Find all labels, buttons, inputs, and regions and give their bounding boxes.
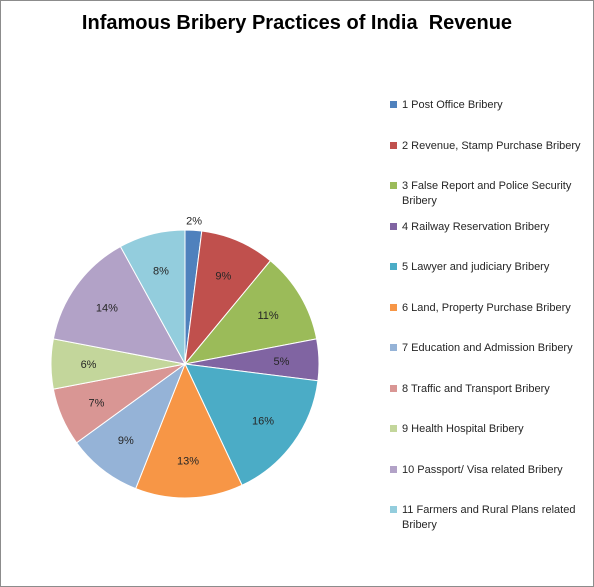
legend-label-11: 11 Farmers and Rural Plans related Bribe… (402, 504, 576, 531)
legend-label-1: 1 Post Office Bribery (402, 99, 503, 111)
legend-label-3: 3 False Report and Police Security Bribe… (402, 180, 572, 207)
legend-key-7 (390, 344, 397, 351)
legend-label-4: 4 Railway Reservation Bribery (402, 220, 550, 233)
legend-label-6: 6 Land, Property Purchase Bribery (402, 301, 571, 314)
pie-slice-11 (119, 229, 186, 365)
legend-key-9 (390, 425, 397, 432)
legend-key-6 (390, 303, 397, 311)
legend-label-2: 2 Revenue, Stamp Purchase Bribery (402, 139, 581, 152)
data-label-1: 2% (186, 215, 202, 227)
chart-title: Infamous Bribery Practices of India Reve… (81, 12, 513, 34)
legend-key-5 (390, 263, 397, 270)
legend-label-9: 9 Health Hospital Bribery (402, 423, 524, 435)
legend-label-8: 8 Traffic and Transport Bribery (402, 382, 550, 395)
data-label-8: 7% (89, 397, 105, 409)
legend-label-7: 7 Education and Admission Bribery (402, 342, 573, 354)
legend-key-1 (390, 101, 397, 108)
legend-key-11 (390, 506, 397, 513)
legend-key-2 (390, 141, 397, 149)
data-label-10: 14% (96, 302, 118, 314)
data-label-3: 11% (257, 310, 278, 322)
data-label-4: 5% (273, 356, 289, 368)
legend-label-10: 10 Passport/ Visa related Bribery (402, 463, 563, 476)
data-label-2: 9% (215, 270, 231, 282)
legend-label-5: 5 Lawyer and judiciary Bribery (402, 261, 550, 273)
legend-key-8 (390, 384, 397, 392)
pie-slice-6 (135, 362, 243, 499)
pie-slice-5 (184, 363, 319, 486)
legend-key-4 (390, 222, 397, 230)
legend-key-10 (390, 465, 397, 473)
pie-slice-3 (183, 260, 318, 365)
data-label-5: 16% (252, 416, 274, 428)
data-label-9: 6% (81, 359, 97, 371)
pie-slice-10 (52, 245, 186, 365)
data-label-6: 13% (177, 455, 199, 467)
data-label-7: 9% (118, 435, 134, 447)
legend-key-3 (390, 182, 397, 189)
data-label-11: 8% (153, 266, 169, 278)
